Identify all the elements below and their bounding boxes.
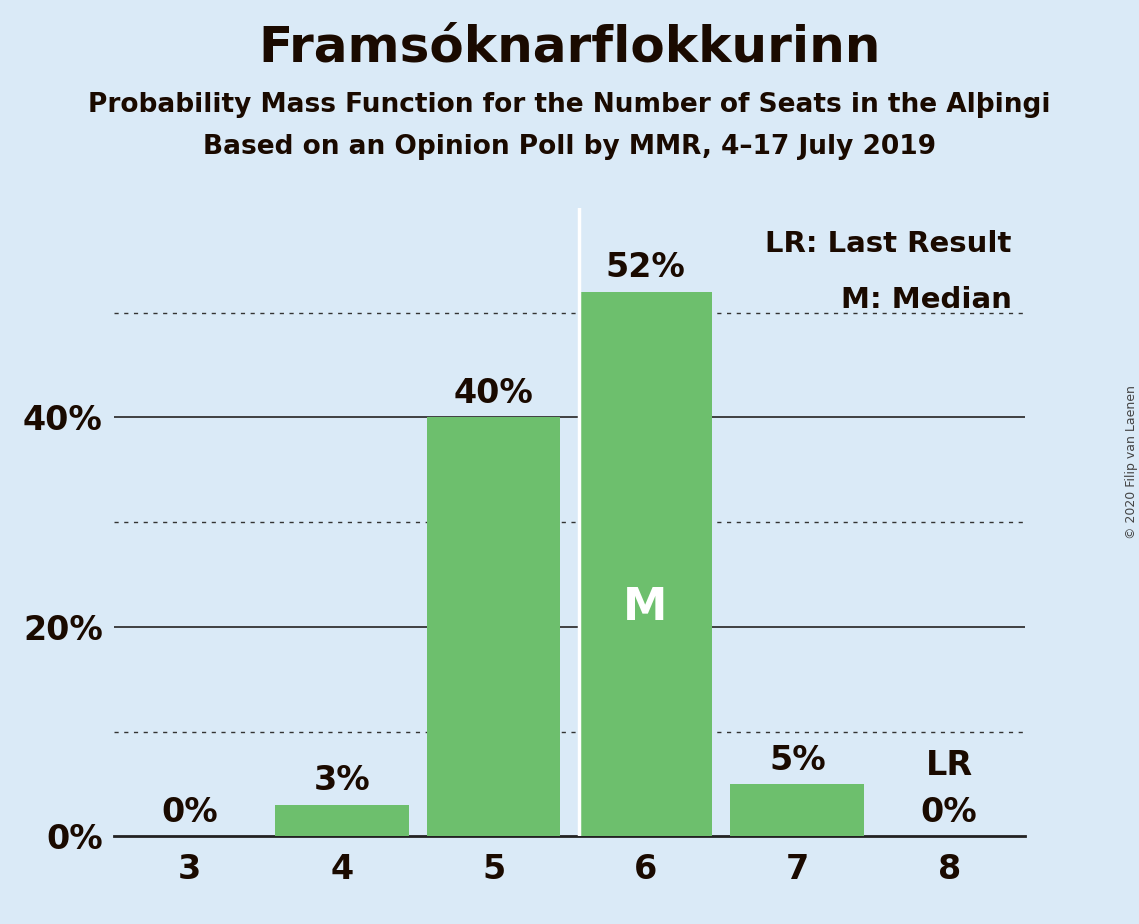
- Bar: [730, 784, 865, 836]
- Text: Probability Mass Function for the Number of Seats in the Alþingi: Probability Mass Function for the Number…: [88, 92, 1051, 118]
- Text: 0%: 0%: [920, 796, 977, 829]
- Text: M: M: [623, 586, 667, 629]
- Bar: [274, 805, 409, 836]
- Text: M: Median: M: Median: [841, 286, 1011, 314]
- Text: 40%: 40%: [453, 377, 533, 410]
- Text: © 2020 Filip van Laenen: © 2020 Filip van Laenen: [1124, 385, 1138, 539]
- Text: LR: LR: [926, 748, 973, 782]
- Text: Based on an Opinion Poll by MMR, 4–17 July 2019: Based on an Opinion Poll by MMR, 4–17 Ju…: [203, 134, 936, 160]
- Bar: [579, 292, 712, 836]
- Text: 5%: 5%: [769, 744, 826, 776]
- Text: 0%: 0%: [162, 796, 219, 829]
- Text: 52%: 52%: [606, 251, 686, 285]
- Text: Framsóknarflokkurinn: Framsóknarflokkurinn: [259, 23, 880, 71]
- Text: LR: Last Result: LR: Last Result: [765, 230, 1011, 258]
- Bar: [427, 418, 560, 836]
- Text: 3%: 3%: [313, 764, 370, 797]
